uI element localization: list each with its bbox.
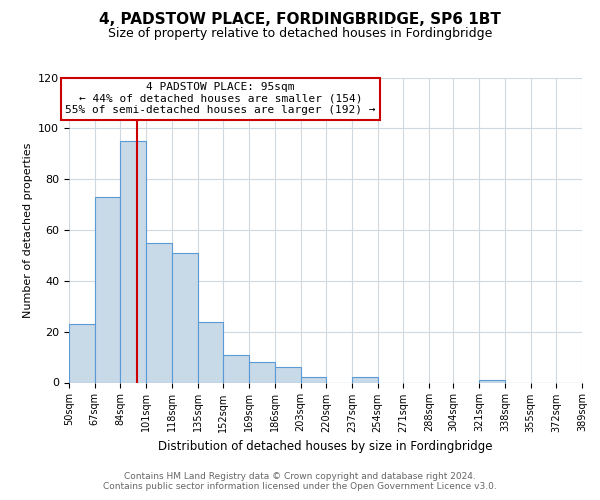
- Text: Size of property relative to detached houses in Fordingbridge: Size of property relative to detached ho…: [108, 28, 492, 40]
- X-axis label: Distribution of detached houses by size in Fordingbridge: Distribution of detached houses by size …: [158, 440, 493, 453]
- Bar: [223, 354, 249, 382]
- Bar: [95, 197, 121, 382]
- Bar: [197, 322, 223, 382]
- Bar: [249, 362, 275, 382]
- Bar: [172, 253, 197, 382]
- Bar: [352, 378, 378, 382]
- Text: Contains HM Land Registry data © Crown copyright and database right 2024.: Contains HM Land Registry data © Crown c…: [124, 472, 476, 481]
- Bar: [301, 378, 326, 382]
- Bar: [146, 242, 172, 382]
- Bar: [121, 141, 146, 382]
- Text: Contains public sector information licensed under the Open Government Licence v3: Contains public sector information licen…: [103, 482, 497, 491]
- Bar: [69, 324, 95, 382]
- Y-axis label: Number of detached properties: Number of detached properties: [23, 142, 32, 318]
- Bar: [275, 367, 301, 382]
- Text: 4 PADSTOW PLACE: 95sqm
← 44% of detached houses are smaller (154)
55% of semi-de: 4 PADSTOW PLACE: 95sqm ← 44% of detached…: [65, 82, 376, 116]
- Bar: [479, 380, 505, 382]
- Text: 4, PADSTOW PLACE, FORDINGBRIDGE, SP6 1BT: 4, PADSTOW PLACE, FORDINGBRIDGE, SP6 1BT: [99, 12, 501, 28]
